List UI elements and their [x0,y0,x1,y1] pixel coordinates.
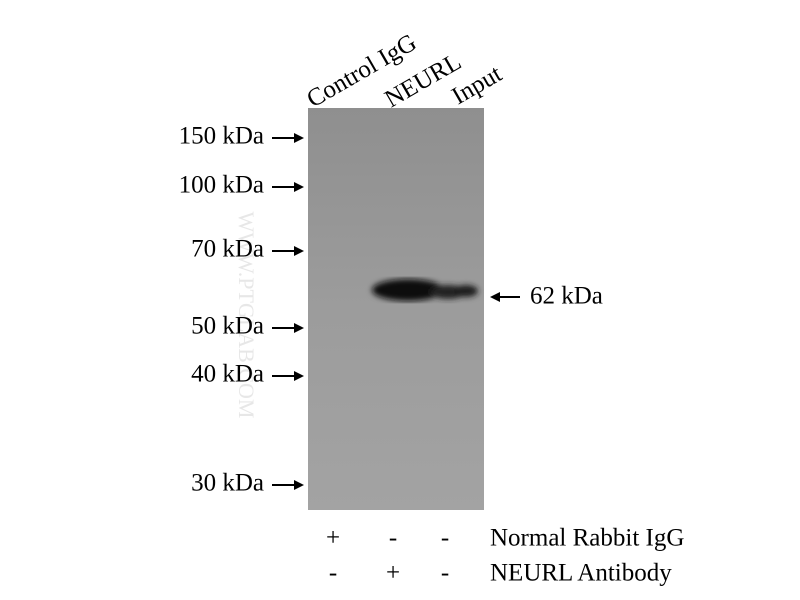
band [372,279,478,301]
condition-label: Normal Rabbit IgG [490,525,684,552]
marker-label: 100 kDa [179,172,264,199]
condition-label: NEURL Antibody [490,560,672,587]
condition-sign: - [389,525,397,552]
blot-membrane [308,108,484,510]
marker-label: 50 kDa [191,313,264,340]
band-label: 62 kDa [530,283,603,310]
marker-label: 150 kDa [179,123,264,150]
condition-sign: + [386,560,400,587]
marker-arrow-head [294,323,304,333]
marker-arrow-head [294,371,304,381]
marker-label: 40 kDa [191,361,264,388]
marker-label: 30 kDa [191,470,264,497]
watermark: WWW.PTGLAB.COM [234,212,259,419]
marker-arrow-head [294,480,304,490]
condition-sign: + [326,525,340,552]
marker-label: 70 kDa [191,236,264,263]
band-arrow-head [490,292,500,302]
marker-arrow-head [294,133,304,143]
condition-sign: - [441,525,449,552]
condition-sign: - [441,560,449,587]
marker-arrow-head [294,182,304,192]
condition-sign: - [329,560,337,587]
marker-arrow-head [294,246,304,256]
